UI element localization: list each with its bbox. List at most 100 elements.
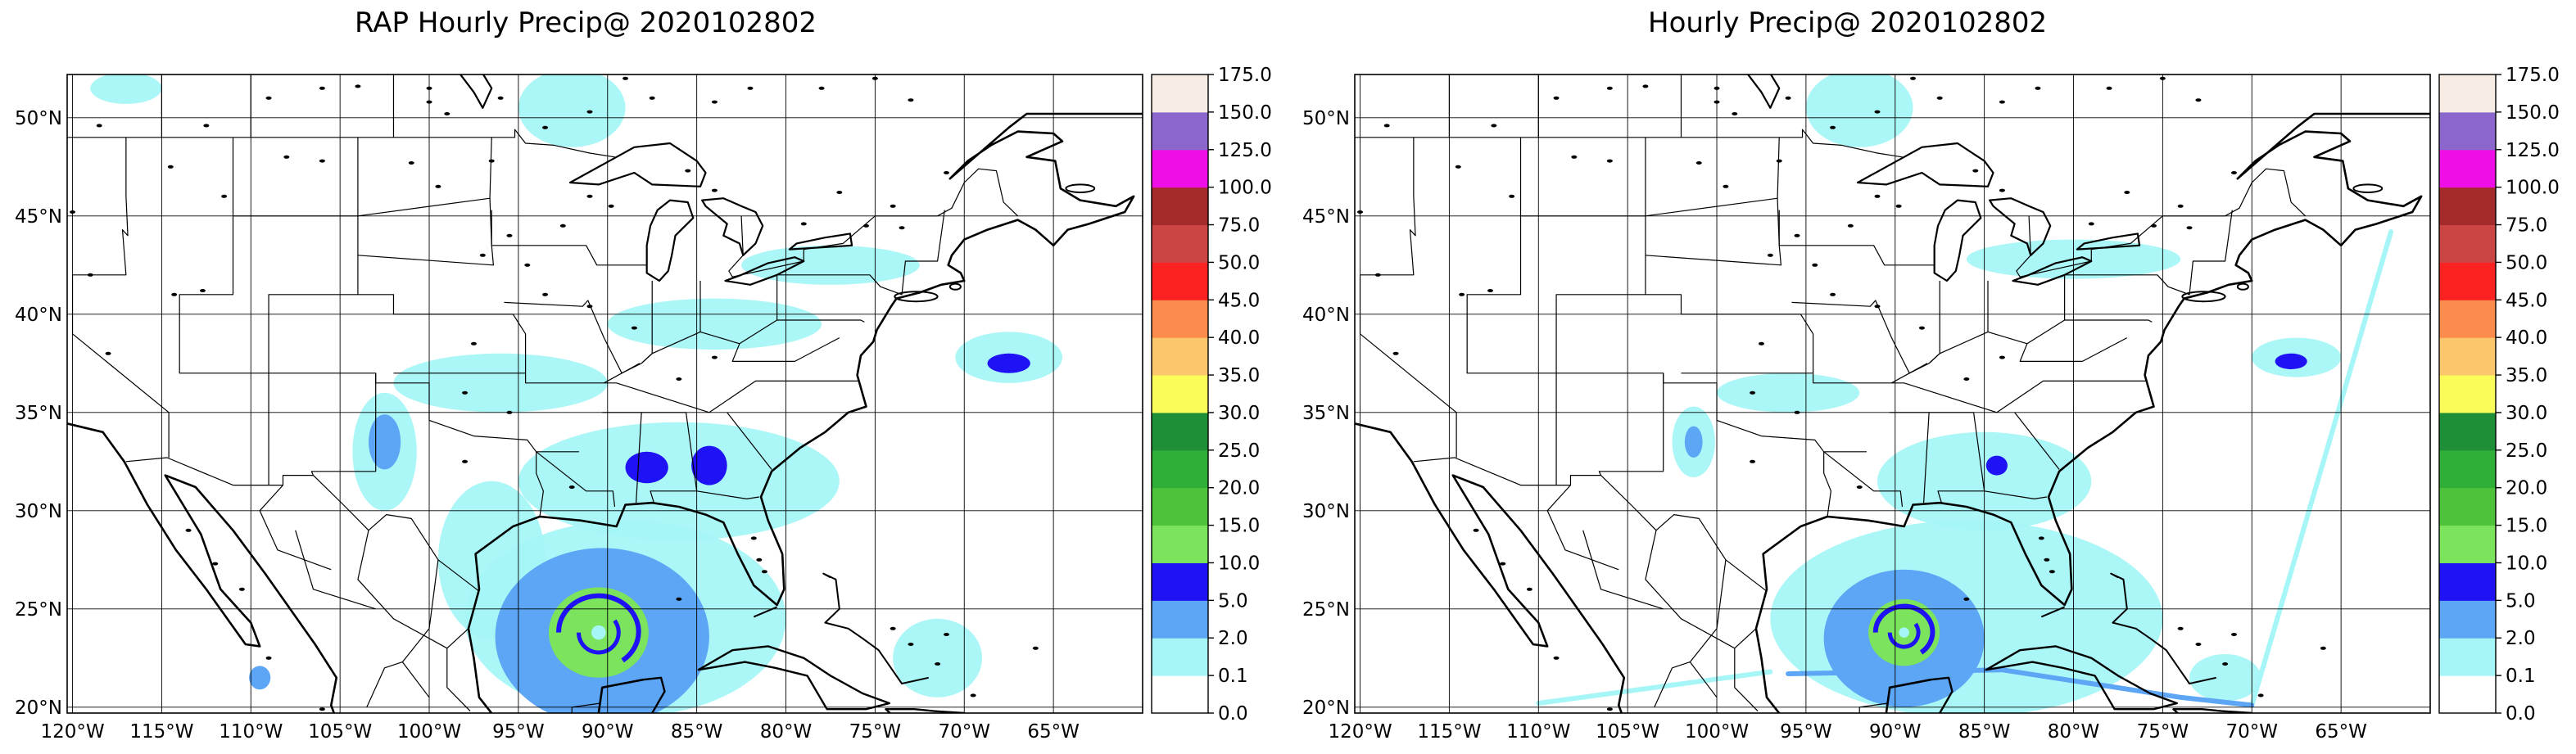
- colorbar-segment: [2439, 487, 2496, 526]
- island-outline: [1065, 183, 1096, 193]
- small-lake: [970, 693, 976, 698]
- storm-eye: [591, 625, 606, 640]
- political-border: [1891, 363, 1928, 384]
- panel-right: Hourly Precip@ 2020102802 120°W 115°W 110°…: [1288, 0, 2576, 751]
- x-tick-label: 120°W: [1328, 721, 1392, 743]
- island-outline: [2236, 282, 2249, 291]
- colorbar-label: 2.0: [1218, 628, 1248, 649]
- small-lake: [1473, 528, 1479, 532]
- small-lake: [171, 292, 178, 296]
- small-lake: [1776, 159, 1782, 163]
- colorbar-label: 20.0: [1218, 478, 1260, 499]
- colorbar-segment: [2439, 562, 2496, 601]
- colorbar-segment: [2439, 638, 2496, 676]
- colorbar-label: 75.0: [1218, 215, 1260, 237]
- colorbar-label: 30.0: [1218, 403, 1260, 424]
- small-lake: [908, 643, 914, 646]
- precip-area: [518, 422, 840, 540]
- small-lake: [2106, 86, 2112, 90]
- precip-area: [249, 666, 271, 690]
- small-lake: [221, 194, 228, 198]
- small-lake: [711, 188, 718, 192]
- small-lake: [1392, 351, 1399, 355]
- colorbar-label: 150.0: [2506, 102, 2560, 124]
- colorbar-segment: [2439, 111, 2496, 151]
- x-tick-label: 85°W: [671, 721, 723, 743]
- chart-right-svg: 120°W 115°W 110°W 105°W 100°W 95°W 90°W 85°W 80°…: [1302, 65, 2560, 743]
- coastline: [822, 572, 929, 684]
- small-lake: [1874, 194, 1881, 198]
- colorbar-segment: [2439, 300, 2496, 338]
- colorbar-label: 100.0: [1218, 178, 1272, 199]
- precip-area: [625, 451, 668, 484]
- small-lake: [2124, 191, 2130, 194]
- political-border: [1355, 129, 1903, 158]
- small-lake: [862, 223, 869, 228]
- lake-outline: [701, 197, 764, 256]
- colorbar-label: 25.0: [2506, 440, 2547, 462]
- island-outline: [2352, 183, 2384, 193]
- small-lake: [2088, 222, 2094, 226]
- lake-outline: [645, 199, 695, 282]
- x-tick-label: 115°W: [129, 721, 193, 743]
- small-lake: [488, 159, 495, 163]
- small-lake: [1847, 223, 1854, 228]
- colorbar-label: 125.0: [2506, 140, 2560, 161]
- small-lake: [1459, 292, 1465, 296]
- small-lake: [185, 528, 192, 532]
- small-lake: [711, 355, 718, 359]
- small-lake: [1606, 86, 1613, 90]
- precip-area: [1985, 455, 2008, 476]
- colorbar-segment: [1152, 187, 1208, 226]
- small-lake: [2195, 643, 2202, 646]
- colorbar-label: 35.0: [1218, 365, 1260, 386]
- small-lake: [2177, 204, 2184, 208]
- colorbar-label: 15.0: [1218, 516, 1260, 537]
- colorbar-label: 10.0: [2506, 553, 2547, 574]
- small-lake: [462, 391, 469, 395]
- small-lake: [756, 558, 763, 562]
- small-lake: [203, 124, 210, 128]
- x-tick-label: 75°W: [2137, 721, 2189, 743]
- small-lake: [1785, 96, 1791, 100]
- colorbar-label: 30.0: [2506, 403, 2547, 424]
- chart-title-left: RAP Hourly Precip@ 2020102802: [355, 7, 817, 39]
- small-lake: [355, 84, 361, 88]
- small-lake: [87, 273, 93, 277]
- y-tick-label: 35°N: [1302, 403, 1350, 424]
- small-lake: [1794, 233, 1800, 237]
- small-lake: [1526, 587, 1532, 591]
- political-border: [357, 137, 492, 217]
- y-tick-label: 40°N: [1302, 305, 1350, 326]
- x-tick-label: 80°W: [2048, 721, 2100, 743]
- colorbar-segment: [2439, 449, 2496, 489]
- political-border: [1681, 372, 2147, 413]
- y-tick-label: 45°N: [15, 206, 62, 228]
- x-tick-label: 65°W: [1027, 721, 1080, 743]
- small-lake: [524, 263, 531, 267]
- colorbar-segment: [2439, 224, 2496, 263]
- colorbar-segment: [2439, 74, 2496, 113]
- small-lake: [890, 626, 896, 630]
- map-frame: [1354, 74, 2431, 714]
- small-lake: [1963, 597, 1970, 601]
- panel-left: RAP Hourly Precip@ 2020102802 120°W 115°W…: [0, 0, 1288, 751]
- colorbar-segment: [1152, 375, 1208, 413]
- political-border: [357, 210, 495, 266]
- small-lake: [943, 171, 949, 174]
- political-border: [489, 198, 647, 266]
- political-border: [696, 490, 759, 500]
- colorbar-segment: [2439, 262, 2496, 300]
- political-border: [731, 337, 840, 362]
- political-border: [776, 319, 865, 323]
- political-border: [393, 372, 859, 413]
- small-lake: [1374, 273, 1381, 277]
- lake-outline: [724, 256, 805, 286]
- colorbar-segment: [2439, 187, 2496, 226]
- political-border: [1777, 198, 1935, 266]
- small-lake: [1999, 100, 2005, 104]
- colorbar-segment: [1152, 675, 1208, 714]
- political-border: [71, 137, 170, 458]
- political-border: [776, 210, 945, 296]
- small-lake: [676, 597, 682, 601]
